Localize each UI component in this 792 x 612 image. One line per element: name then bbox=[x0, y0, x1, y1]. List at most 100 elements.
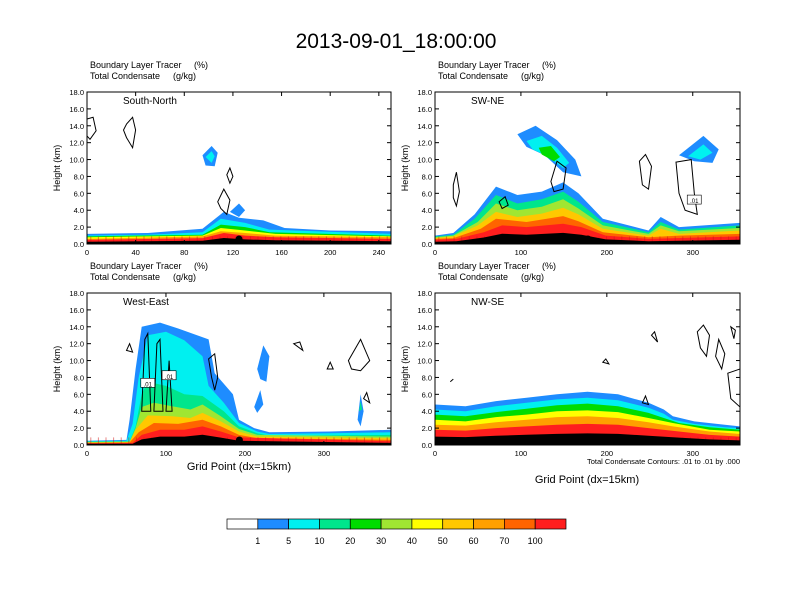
condensate-contour-2 bbox=[675, 159, 698, 216]
y-tick-label: 18.0 bbox=[69, 88, 84, 97]
x-tick-label: 300 bbox=[318, 449, 331, 458]
y-tick-label: 2.0 bbox=[74, 223, 84, 232]
y-tick-label: 10.0 bbox=[417, 357, 432, 366]
subtitle-tracer: Boundary Layer Tracer bbox=[438, 261, 530, 271]
subtitle-condensate: Total Condensate bbox=[438, 272, 508, 282]
colorbar-label: 60 bbox=[469, 536, 479, 546]
condensate-contour-2 bbox=[153, 337, 164, 412]
x-tick-label: 40 bbox=[131, 248, 139, 257]
y-tick-label: 2.0 bbox=[422, 223, 432, 232]
y-tick-label: 6.0 bbox=[422, 390, 432, 399]
colorbar-box bbox=[411, 518, 444, 530]
y-axis-label: Height (km) bbox=[400, 145, 410, 192]
colorbar-label: 70 bbox=[499, 536, 509, 546]
condensate-contour-5 bbox=[292, 341, 304, 352]
x-tick-label: 100 bbox=[515, 449, 528, 458]
y-tick-label: 16.0 bbox=[417, 105, 432, 114]
condensate-contour-2 bbox=[217, 188, 231, 216]
x-tick-label: 100 bbox=[515, 248, 528, 257]
panel-nw-se: 0.0 2.0 4.0 6.0 8.0 10.0 12.0 14.0 16.0 18.0 0 100 2… bbox=[400, 261, 741, 458]
colorbar-box bbox=[226, 518, 259, 530]
colorbar-label: 100 bbox=[528, 536, 543, 546]
condensate-contour-8 bbox=[362, 391, 371, 405]
condensate-contour-4 bbox=[208, 352, 219, 391]
y-tick-label: 0.0 bbox=[74, 441, 84, 450]
colorbar-label: 10 bbox=[314, 536, 324, 546]
panel-frame bbox=[86, 292, 392, 446]
colorbar-box bbox=[257, 518, 289, 530]
contour-label: .01 bbox=[165, 375, 174, 381]
subtitle-condensate: Total Condensate bbox=[438, 71, 508, 81]
y-tick-label: 16.0 bbox=[69, 306, 84, 315]
condensate-contour-3 bbox=[226, 166, 234, 185]
panel-name: NW-SE bbox=[471, 297, 504, 308]
condensate-contour-4 bbox=[727, 368, 740, 408]
y-tick-label: 0.0 bbox=[74, 240, 84, 249]
y-tick-label: 4.0 bbox=[74, 407, 84, 416]
y-tick-label: 6.0 bbox=[74, 189, 84, 198]
y-tick-label: 12.0 bbox=[69, 139, 84, 148]
y-tick-label: 18.0 bbox=[417, 88, 432, 97]
condensate-contour-0 bbox=[125, 342, 134, 353]
subtitle-tracer: Boundary Layer Tracer bbox=[90, 60, 182, 70]
plot-area bbox=[435, 324, 740, 445]
condensate-contour-3 bbox=[452, 172, 460, 208]
panel-sw-ne: .01 0.0 2.0 4.0 6.0 8.0 10.0 12.0 14.0 16.0 18.0 0 1… bbox=[400, 60, 741, 257]
condensate-contour-0 bbox=[122, 116, 137, 150]
condensate-contour-1 bbox=[715, 337, 726, 371]
y-tick-label: 10.0 bbox=[417, 156, 432, 165]
x-tick-label: 80 bbox=[180, 248, 188, 257]
x-tick-label: 200 bbox=[601, 449, 614, 458]
y-tick-label: 6.0 bbox=[422, 189, 432, 198]
colorbar-box bbox=[442, 518, 474, 530]
y-axis-label: Height (km) bbox=[52, 145, 62, 192]
colorbar-label: 30 bbox=[376, 536, 386, 546]
y-tick-label: 10.0 bbox=[69, 357, 84, 366]
contour-note: Total Condensate Contours: .01 to .01 by… bbox=[587, 457, 740, 466]
panel-name: West-East bbox=[123, 297, 169, 308]
plot-area bbox=[435, 125, 740, 244]
x-axis-label-right: Grid Point (dx=15km) bbox=[535, 474, 639, 486]
contour-label: .01 bbox=[144, 382, 153, 388]
figure-title: 2013-09-01_18:00:00 bbox=[295, 30, 497, 53]
subtitle-condensate: Total Condensate bbox=[90, 71, 160, 81]
condensate-contour-7 bbox=[449, 378, 454, 383]
panel-frame bbox=[86, 91, 392, 245]
subtitle-condensate-units: (g/kg) bbox=[173, 71, 196, 81]
tracer-cloud-0 bbox=[257, 345, 270, 382]
condensate-contour-3 bbox=[729, 325, 736, 339]
panel-south-north: 0.0 2.0 4.0 6.0 8.0 10.0 12.0 14.0 16.0 18.0 0 40 80… bbox=[52, 60, 392, 257]
colorbar-box bbox=[349, 518, 382, 530]
colorbar-box bbox=[319, 518, 351, 530]
subtitle-tracer-units: (%) bbox=[542, 60, 556, 70]
y-tick-label: 4.0 bbox=[422, 407, 432, 416]
y-axis-label: Height (km) bbox=[400, 346, 410, 393]
y-tick-label: 14.0 bbox=[69, 323, 84, 332]
x-tick-label: 240 bbox=[373, 248, 386, 257]
contour-label-box bbox=[140, 378, 156, 388]
plot-area bbox=[87, 322, 391, 445]
y-tick-label: 4.0 bbox=[422, 206, 432, 215]
x-tick-label: 0 bbox=[433, 248, 437, 257]
panel-west-east: .01 .01 0.0 2.0 4.0 6.0 8.0 10.0 12.0 14.0 16.0 18.… bbox=[52, 261, 392, 458]
x-axis-label-left: Grid Point (dx=15km) bbox=[187, 461, 291, 473]
plot-area bbox=[87, 116, 391, 244]
colorbar: 1 5 10 20 30 40 50 60 70 100 bbox=[226, 518, 567, 546]
y-tick-label: 16.0 bbox=[417, 306, 432, 315]
y-tick-label: 16.0 bbox=[69, 105, 84, 114]
subtitle-tracer-units: (%) bbox=[542, 261, 556, 271]
y-tick-label: 12.0 bbox=[69, 340, 84, 349]
y-tick-label: 8.0 bbox=[74, 373, 84, 382]
y-tick-label: 12.0 bbox=[417, 340, 432, 349]
colorbar-label: 40 bbox=[407, 536, 417, 546]
condensate-contour-0 bbox=[696, 324, 711, 358]
y-tick-label: 8.0 bbox=[422, 172, 432, 181]
condensate-contour-6 bbox=[347, 338, 371, 372]
tracer-cloud-2 bbox=[538, 146, 560, 162]
colorbar-label: 20 bbox=[345, 536, 355, 546]
x-tick-label: 300 bbox=[686, 248, 699, 257]
colorbar-label: 1 bbox=[255, 536, 260, 546]
x-tick-label: 200 bbox=[324, 248, 337, 257]
x-tick-label: 300 bbox=[686, 449, 699, 458]
